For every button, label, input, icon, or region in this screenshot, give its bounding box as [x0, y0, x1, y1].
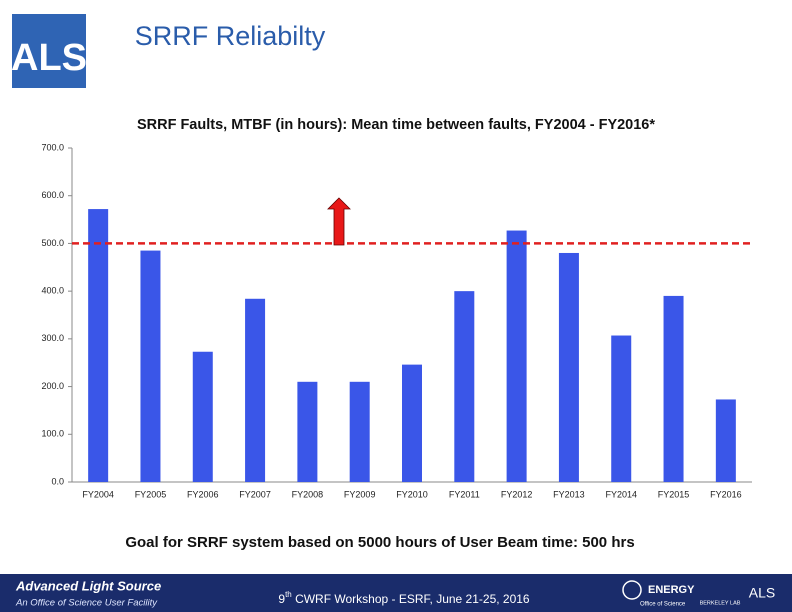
footer-bar	[0, 574, 792, 612]
bar	[140, 250, 161, 482]
event-text: CWRF Workshop - ESRF, June 21-25, 2016	[292, 592, 530, 606]
bar	[245, 298, 266, 482]
footer-org: Advanced Light Source	[15, 578, 161, 593]
caption: Goal for SRRF system based on 5000 hours…	[125, 534, 634, 551]
y-tick-label: 600.0	[41, 190, 64, 200]
x-tick-label: FY2008	[292, 489, 324, 499]
logo-box	[12, 14, 86, 88]
bar	[715, 399, 736, 482]
x-tick-label: FY2005	[135, 489, 167, 499]
doe-seal	[622, 580, 642, 600]
improvement-arrow	[327, 197, 351, 246]
x-tick-label: FY2015	[658, 489, 690, 499]
bar	[192, 351, 213, 482]
x-tick-label: FY2009	[344, 489, 376, 499]
chart-title: SRRF Faults, MTBF (in hours): Mean time …	[137, 117, 655, 133]
y-tick-label: 100.0	[41, 429, 64, 439]
bar	[663, 295, 684, 482]
y-tick-label: 400.0	[41, 286, 64, 296]
logo-text: ALS	[11, 37, 87, 79]
y-tick-label: 0.0	[51, 476, 64, 486]
bar	[88, 209, 109, 482]
y-tick-label: 500.0	[41, 238, 64, 248]
bar	[349, 381, 370, 482]
footer-org-sub: An Office of Science User Facility	[15, 598, 158, 609]
x-tick-label: FY2016	[710, 489, 742, 499]
footer-lab: BERKELEY LAB	[700, 600, 741, 606]
x-tick-label: FY2007	[239, 489, 271, 499]
slide-title: SRRF Reliabilty	[135, 21, 326, 51]
event-sup: th	[285, 590, 292, 599]
footer-event: 9th CWRF Workshop - ESRF, June 21-25, 20…	[278, 590, 530, 606]
bar	[402, 364, 422, 482]
bar	[454, 291, 475, 482]
y-tick-label: 300.0	[41, 333, 64, 343]
x-tick-label: FY2010	[396, 489, 428, 499]
footer-als: ALS	[749, 585, 775, 601]
x-tick-label: FY2013	[553, 489, 585, 499]
x-tick-label: FY2004	[82, 489, 114, 499]
x-tick-label: FY2006	[187, 489, 219, 499]
footer-doe-sub: Office of Science	[640, 602, 686, 608]
x-tick-label: FY2012	[501, 489, 533, 499]
footer-doe: ENERGY	[648, 584, 695, 596]
bar	[506, 230, 527, 482]
y-tick-label: 700.0	[41, 142, 64, 152]
bar	[611, 335, 632, 482]
event-num: 9	[278, 592, 285, 606]
y-tick-label: 200.0	[41, 381, 64, 391]
x-tick-label: FY2011	[449, 489, 480, 499]
plot: 0.0 100.0 200.0 300.0 400.0 500.0 600.0 700.0 FY…	[41, 142, 752, 499]
x-tick-label: FY2014	[605, 489, 637, 499]
bar	[297, 381, 318, 482]
bar	[558, 252, 579, 482]
